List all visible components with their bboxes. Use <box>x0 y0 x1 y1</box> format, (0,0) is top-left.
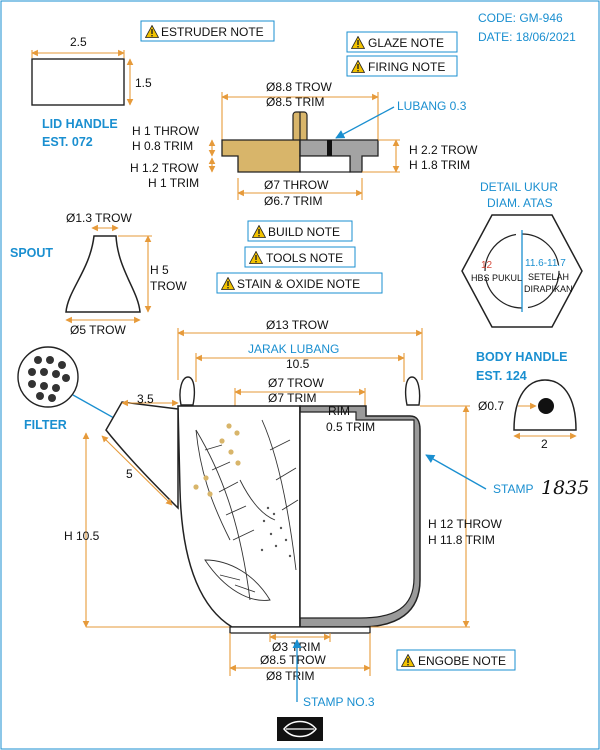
spout-top-dim: Ø1.3 TROW <box>66 211 132 225</box>
glaze-note[interactable]: GLAZE NOTE <box>346 31 458 53</box>
height-right-throw: H 12 THROW <box>428 517 502 531</box>
inner-trim: Ø7 TRIM <box>268 391 316 405</box>
height-right-trim: H 11.8 TRIM <box>428 533 495 547</box>
detail-title: DETAIL UKUR <box>480 180 558 194</box>
inner-throw: Ø7 TROW <box>268 376 324 390</box>
jarak-lubang-label: JARAK LUBANG <box>248 342 339 356</box>
spout-bottom-dim: Ø5 TROW <box>70 323 126 337</box>
stain-oxide-note[interactable]: STAIN & OXIDE NOTE <box>216 272 383 294</box>
svg-text:STAIN & OXIDE NOTE: STAIN & OXIDE NOTE <box>237 277 360 291</box>
detail-measure: DETAIL UKUR DIAM. ATAS 12 HBS PUKUL 11.6… <box>461 180 583 328</box>
spout-shape <box>65 235 141 313</box>
body-view: Ø13 TROW JARAK LUBANG 10.5 Ø7 TROW Ø7 TR… <box>64 318 589 709</box>
lid-handle-width: 2.5 <box>70 35 87 49</box>
detail-right-label-1: SETELAH <box>528 272 569 282</box>
lid-wood-half <box>221 139 301 173</box>
base-inner-dim: Ø3 TRIM <box>272 640 320 654</box>
tools-note[interactable]: TOOLS NOTE <box>244 246 356 268</box>
build-note[interactable]: BUILD NOTE <box>247 220 353 242</box>
detail-left-label: HBS PUKUL <box>471 273 522 283</box>
handle-width: 2 <box>541 437 548 451</box>
body-spout <box>105 401 179 510</box>
date-label: DATE: 18/06/2021 <box>478 30 576 44</box>
svg-text:ENGOBE NOTE: ENGOBE NOTE <box>418 654 506 668</box>
lid-bottom-throw: Ø7 THROW <box>264 178 329 192</box>
lid-left-b-throw: H 1.2 TROW <box>130 161 199 175</box>
spout-view: SPOUT Ø1.3 TROW H 5 TROW Ø5 TROW <box>10 211 187 337</box>
jarak-lubang-value: 10.5 <box>286 357 310 371</box>
stamp-label: STAMP <box>493 482 533 496</box>
svg-text:TOOLS NOTE: TOOLS NOTE <box>266 251 343 265</box>
detail-subtitle: DIAM. ATAS <box>487 196 553 210</box>
lid-left-trim: H 0.8 TRIM <box>132 139 193 153</box>
base-trim: Ø8 TRIM <box>266 669 314 683</box>
handle-hole-dia: Ø0.7 <box>478 399 504 413</box>
firing-note[interactable]: FIRING NOTE <box>346 55 458 77</box>
body-handle-title: BODY HANDLE <box>476 350 567 364</box>
base-throw: Ø8.5 TROW <box>260 653 326 667</box>
body-handle-view: BODY HANDLE EST. 124 Ø0.7 2 <box>476 350 577 451</box>
lid-handle-title: LID HANDLE <box>42 117 118 131</box>
lid-bottom-trim: Ø6.7 TRIM <box>264 194 322 208</box>
filter-holes <box>28 356 70 402</box>
leaf-pattern <box>195 419 299 601</box>
stamp-no-label: STAMP NO.3 <box>303 695 375 709</box>
detail-right-number: 11.6-11.7 <box>525 258 566 269</box>
estruder-note[interactable]: ESTRUDER NOTE <box>140 20 275 42</box>
svg-text:ESTRUDER NOTE: ESTRUDER NOTE <box>161 25 264 39</box>
filter-view: FILTER <box>17 346 179 455</box>
body-top-dim: Ø13 TROW <box>266 318 329 332</box>
lid-handle-shape <box>31 58 125 106</box>
body-outer-half <box>177 405 301 628</box>
spout-height-type: TROW <box>150 279 187 293</box>
spout-length: 3.5 <box>137 392 154 406</box>
svg-text:BUILD NOTE: BUILD NOTE <box>268 225 340 239</box>
lid-view: Ø8.8 TROW Ø8.5 TRIM LUBANG 0.3 H 1 THROW… <box>130 80 478 208</box>
stamp-mark: 1835 <box>541 477 589 499</box>
body-handle-code: EST. 124 <box>476 369 527 383</box>
height-left: H 10.5 <box>64 529 100 543</box>
lid-handle-height: 1.5 <box>135 76 152 90</box>
lid-top-trim: Ø8.5 TRIM <box>266 95 324 109</box>
lid-right-trim: H 1.8 TRIM <box>409 158 470 172</box>
glaze-dots <box>193 423 241 497</box>
detail-left-number: 12 <box>481 260 493 271</box>
lid-left-b-trim: H 1 TRIM <box>148 176 199 190</box>
spout-height: H 5 <box>150 263 169 277</box>
lid-left-throw: H 1 THROW <box>132 124 200 138</box>
rim-trim: 0.5 TRIM <box>326 420 375 434</box>
lid-top-throw: Ø8.8 TROW <box>266 80 332 94</box>
handle-hole <box>538 398 554 414</box>
spout-diagonal: 5 <box>126 467 133 481</box>
brand-logo <box>277 717 323 741</box>
spout-title: SPOUT <box>10 246 53 260</box>
lid-right-throw: H 2.2 TROW <box>409 143 478 157</box>
engobe-note[interactable]: ENGOBE NOTE <box>396 649 516 671</box>
speckles <box>260 506 292 558</box>
svg-text:FIRING NOTE: FIRING NOTE <box>368 60 445 74</box>
svg-text:GLAZE NOTE: GLAZE NOTE <box>368 36 444 50</box>
filter-title: FILTER <box>24 418 67 432</box>
lubang-label: LUBANG 0.3 <box>397 99 467 113</box>
code-label: CODE: GM-946 <box>478 11 563 25</box>
rim-label: RIM <box>328 404 350 418</box>
lid-handle-code: EST. 072 <box>42 135 93 149</box>
lid-handle-view: 2.5 1.5 LID HANDLE EST. 072 <box>31 35 152 149</box>
detail-right-label-2: DIRAPIKAN <box>524 284 573 294</box>
